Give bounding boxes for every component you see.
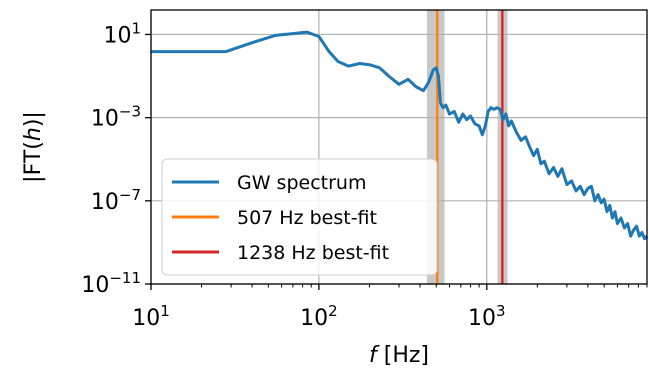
y-tick-label: 10−3 (91, 103, 141, 132)
y-tick-labels: 101 10−3 10−7 10−11 (81, 19, 141, 298)
y-tick-label: 10−11 (81, 269, 141, 298)
legend-box (161, 158, 438, 276)
x-tick-labels: 101 102 103 (132, 302, 505, 331)
series-lines (151, 30, 649, 241)
legend-label: 507 Hz best-fit (237, 207, 377, 229)
legend-label: GW spectrum (237, 172, 366, 194)
shaded-bands (426, 10, 508, 284)
legend-label: 1238 Hz best-fit (237, 242, 389, 264)
x-axis-label: f [Hz] (369, 343, 429, 368)
x-tick-label: 101 (132, 302, 170, 331)
x-tick-label: 103 (468, 302, 506, 331)
y-axis-label: |FT(h)| (21, 111, 46, 183)
y-tick-label: 10−7 (91, 186, 141, 215)
x-tick-label: 102 (300, 302, 338, 331)
series-line (151, 30, 649, 241)
best-fit-lines (436, 10, 504, 284)
y-tick-label: 101 (103, 19, 141, 48)
legend: GW spectrum 507 Hz best-fit 1238 Hz best-f… (161, 158, 438, 276)
axis-ticks (145, 33, 648, 290)
